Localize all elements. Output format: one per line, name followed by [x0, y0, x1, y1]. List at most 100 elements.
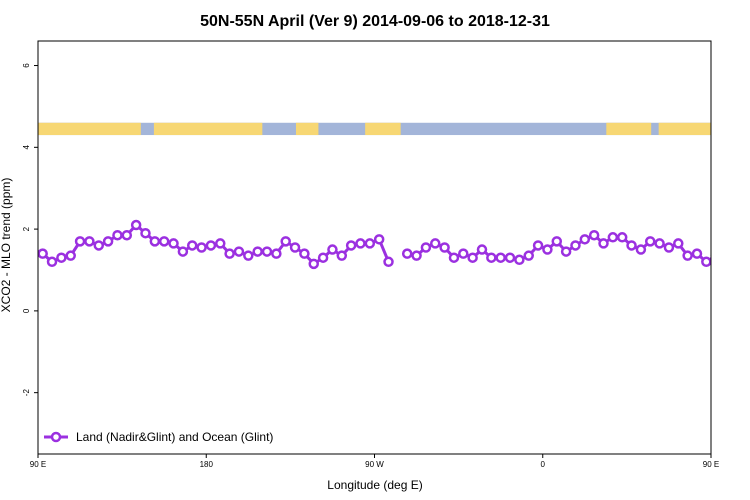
data-point: [299, 248, 310, 259]
data-point: [205, 240, 217, 251]
data-point: [336, 250, 348, 261]
land-band-segment: [658, 122, 711, 136]
data-point: [721, 252, 729, 260]
y-tick-label: -2: [22, 389, 31, 397]
data-point: [523, 250, 534, 261]
data-point: [56, 252, 67, 263]
data-point: [196, 242, 207, 253]
data-point: [730, 237, 738, 245]
data-point: [224, 248, 235, 259]
data-point: [486, 252, 497, 263]
data-point: [673, 238, 684, 249]
data-point: [364, 238, 376, 249]
data-point: [383, 256, 394, 268]
data-point: [233, 246, 245, 257]
x-tick-label: 0: [541, 460, 546, 469]
y-tick-label: 2: [22, 226, 31, 231]
x-tick-label: 180: [200, 460, 214, 469]
data-point: [289, 242, 301, 253]
data-point: [476, 244, 488, 255]
data-point: [280, 236, 291, 247]
land-band-segment: [295, 122, 319, 136]
data-point: [551, 236, 563, 247]
plot-area: -2 0 2 4 6 90 E 180 90 W 0 90 E: [22, 40, 748, 469]
data-point: [38, 248, 48, 259]
data-point: [373, 234, 385, 245]
data-point: [654, 238, 665, 249]
data-point: [635, 244, 647, 255]
data-point: [495, 252, 506, 263]
data-point: [616, 232, 628, 243]
data-point: [102, 236, 114, 247]
data-point: [215, 238, 226, 249]
data-point: [317, 252, 329, 263]
legend: Land (Nadir&Glint) and Ocean (Glint): [44, 430, 273, 444]
data-point: [177, 246, 189, 257]
data-point: [308, 258, 319, 270]
data-point: [168, 238, 179, 249]
data-point: [327, 244, 338, 255]
data-point: [514, 254, 525, 266]
data-point: [140, 227, 151, 239]
data-point: [663, 242, 675, 253]
data-point: [84, 236, 95, 247]
data-point: [532, 240, 544, 251]
data-point: [46, 256, 58, 268]
data-point: [401, 248, 413, 259]
data-point: [598, 238, 609, 249]
legend-label: Land (Nadir&Glint) and Ocean (Glint): [76, 430, 273, 444]
data-point: [149, 236, 161, 247]
data-point: [261, 246, 273, 257]
data-point: [467, 252, 478, 263]
x-tick-label: 90 W: [365, 460, 384, 469]
data-point: [448, 252, 460, 263]
data-point: [65, 250, 76, 261]
data-point: [458, 248, 469, 259]
data-point: [740, 237, 748, 245]
plot-content: [38, 122, 748, 270]
y-tick-label: 0: [22, 308, 31, 313]
data-point: [701, 256, 711, 268]
data-point: [271, 248, 282, 259]
data-point: [345, 240, 357, 251]
data-point: [121, 229, 133, 241]
x-axis-label: Longitude (deg E): [327, 478, 422, 492]
chart-title: 50N-55N April (Ver 9) 2014-09-06 to 2018…: [200, 13, 550, 30]
legend-marker: [50, 431, 62, 443]
data-point: [644, 236, 656, 247]
x-tick-label: 90 E: [30, 460, 46, 469]
data-point: [186, 240, 198, 251]
data-point: [411, 250, 422, 261]
data-point: [682, 250, 693, 261]
land-band-segment: [153, 122, 263, 136]
data-point: [542, 244, 553, 255]
data-point: [560, 246, 572, 257]
y-tick-label: 4: [22, 145, 31, 150]
data-point: [74, 236, 86, 247]
land-band-segment: [365, 122, 401, 136]
data-point: [130, 219, 142, 231]
data-point: [420, 242, 432, 253]
x-tick-label: 90 E: [703, 460, 719, 469]
data-point: [570, 240, 581, 251]
land-band-segment: [38, 122, 141, 136]
data-point: [158, 236, 170, 247]
data-point: [252, 246, 263, 257]
data-point: [588, 229, 600, 241]
data-point: [691, 248, 703, 259]
data-point: [439, 242, 450, 253]
land-band-segment: [606, 122, 652, 136]
data-point: [430, 238, 441, 249]
data-point: [93, 240, 105, 251]
data-point: [626, 240, 637, 251]
data-point: [607, 232, 619, 243]
y-tick-label: 6: [22, 63, 31, 68]
data-point: [504, 252, 516, 263]
y-axis-label: XCO2 - MLO trend (ppm): [0, 178, 13, 313]
data-point: [243, 250, 254, 261]
data-point: [579, 234, 591, 245]
data-point: [710, 253, 711, 259]
data-point: [355, 238, 366, 249]
